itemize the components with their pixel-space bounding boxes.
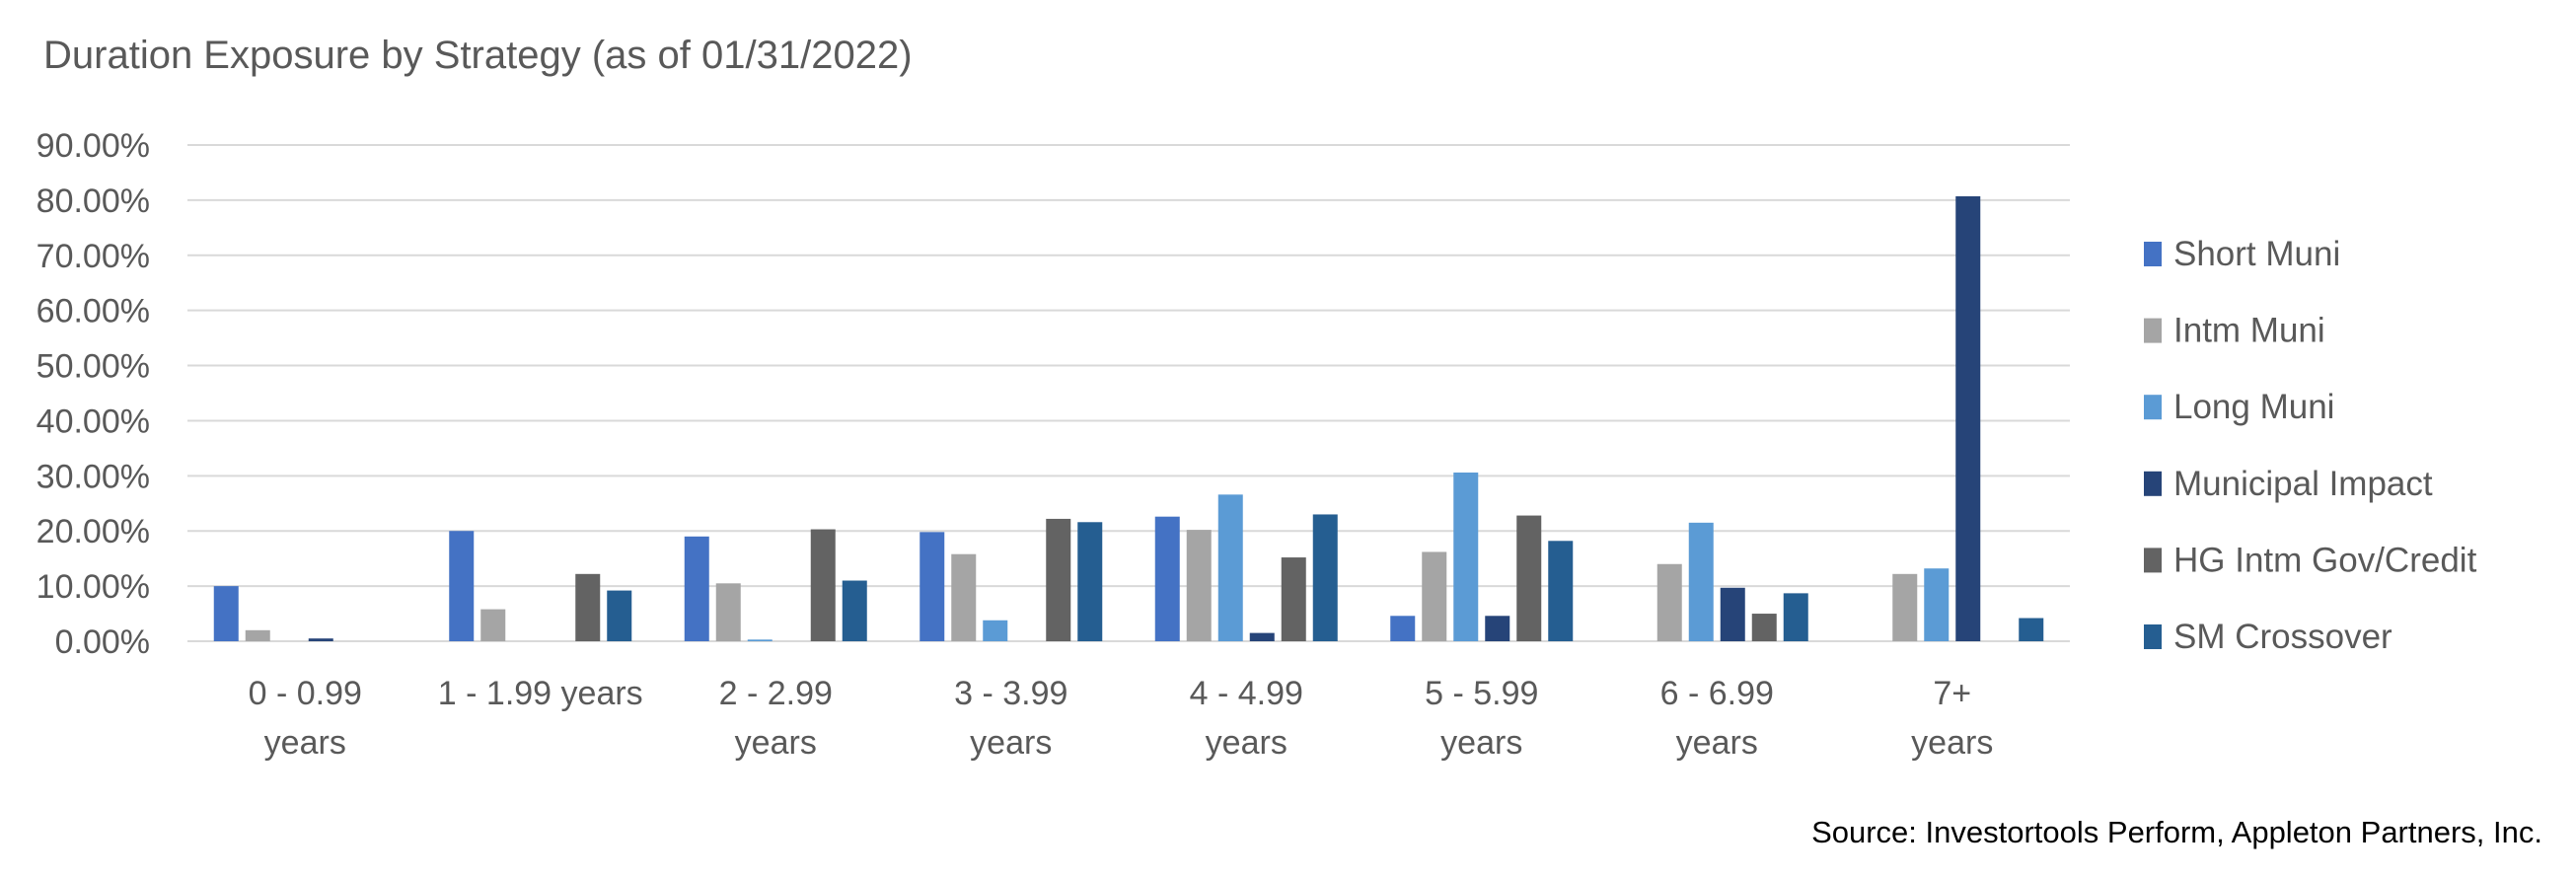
bar bbox=[983, 620, 1008, 641]
legend-swatch bbox=[2144, 395, 2162, 420]
bar bbox=[1186, 530, 1212, 641]
bar bbox=[1548, 541, 1574, 641]
x-tick-label: years bbox=[264, 724, 346, 762]
bar bbox=[842, 580, 867, 641]
x-tick-label: years bbox=[735, 724, 817, 762]
x-tick-label: years bbox=[1206, 724, 1288, 762]
legend-label: HG Intm Gov/Credit bbox=[2173, 541, 2477, 579]
x-tick-label: 5 - 5.99 bbox=[1425, 675, 1538, 712]
x-tick-label: 3 - 3.99 bbox=[954, 675, 1067, 712]
bar bbox=[1955, 195, 1981, 641]
bar bbox=[715, 583, 741, 641]
x-tick-label: years bbox=[1440, 724, 1522, 762]
bar bbox=[2019, 618, 2044, 641]
bar bbox=[1217, 494, 1243, 641]
bar bbox=[607, 590, 632, 641]
legend-swatch bbox=[2144, 471, 2162, 496]
x-tick-label: 1 - 1.99 years bbox=[438, 675, 643, 712]
bar bbox=[920, 532, 945, 641]
bar bbox=[1688, 522, 1714, 641]
y-tick-label: 80.00% bbox=[37, 183, 150, 220]
legend-label: Short Muni bbox=[2173, 235, 2340, 273]
bar bbox=[1422, 551, 1447, 641]
bar bbox=[245, 629, 270, 641]
y-tick-label: 20.00% bbox=[37, 513, 150, 550]
bar bbox=[1249, 632, 1275, 641]
bar bbox=[1783, 593, 1808, 641]
legend-label: Intm Muni bbox=[2173, 312, 2325, 350]
bar bbox=[1312, 514, 1338, 641]
y-tick-label: 70.00% bbox=[37, 238, 150, 275]
bar bbox=[1892, 573, 1918, 641]
bar bbox=[684, 536, 709, 641]
bar bbox=[747, 639, 773, 641]
bar bbox=[1751, 614, 1777, 641]
bar bbox=[1453, 472, 1479, 641]
bar bbox=[308, 638, 333, 641]
bar bbox=[1154, 516, 1180, 641]
bar bbox=[1485, 616, 1510, 641]
bar bbox=[951, 553, 977, 641]
legend-swatch bbox=[2144, 548, 2162, 573]
x-tick-label: years bbox=[1676, 724, 1758, 762]
legend-swatch bbox=[2144, 242, 2162, 266]
y-tick-label: 10.00% bbox=[37, 568, 150, 606]
x-tick-label: 7+ bbox=[1933, 675, 1971, 712]
x-tick-label: 0 - 0.99 bbox=[249, 675, 362, 712]
y-tick-label: 60.00% bbox=[37, 293, 150, 330]
y-tick-label: 40.00% bbox=[37, 402, 150, 440]
y-tick-label: 0.00% bbox=[55, 623, 150, 661]
bar bbox=[213, 586, 239, 641]
x-tick-label: years bbox=[1911, 724, 1993, 762]
legend-label: Municipal Impact bbox=[2173, 465, 2433, 503]
x-tick-label: 4 - 4.99 bbox=[1190, 675, 1303, 712]
bar bbox=[1720, 587, 1745, 641]
legend-label: SM Crossover bbox=[2173, 618, 2392, 656]
bar bbox=[1924, 568, 1950, 641]
bar bbox=[1390, 616, 1416, 641]
y-tick-label: 30.00% bbox=[37, 458, 150, 495]
x-tick-label: years bbox=[970, 724, 1052, 762]
bar bbox=[810, 529, 836, 641]
legend-swatch bbox=[2144, 624, 2162, 649]
x-tick-label: 6 - 6.99 bbox=[1660, 675, 1774, 712]
source-note: Source: Investortools Perform, Appleton … bbox=[1811, 815, 2542, 849]
legend-swatch bbox=[2144, 318, 2162, 343]
bar bbox=[1656, 563, 1682, 641]
y-tick-label: 50.00% bbox=[37, 348, 150, 386]
y-tick-label: 90.00% bbox=[37, 127, 150, 165]
chart-title: Duration Exposure by Strategy (as of 01/… bbox=[43, 34, 913, 77]
bar bbox=[449, 531, 475, 641]
bar bbox=[1046, 518, 1071, 641]
bar bbox=[575, 573, 601, 641]
bar bbox=[1077, 522, 1103, 641]
legend-label: Long Muni bbox=[2173, 388, 2334, 426]
bar bbox=[480, 609, 506, 641]
bar bbox=[1281, 557, 1306, 641]
x-tick-label: 2 - 2.99 bbox=[719, 675, 833, 712]
bar bbox=[1516, 515, 1542, 641]
